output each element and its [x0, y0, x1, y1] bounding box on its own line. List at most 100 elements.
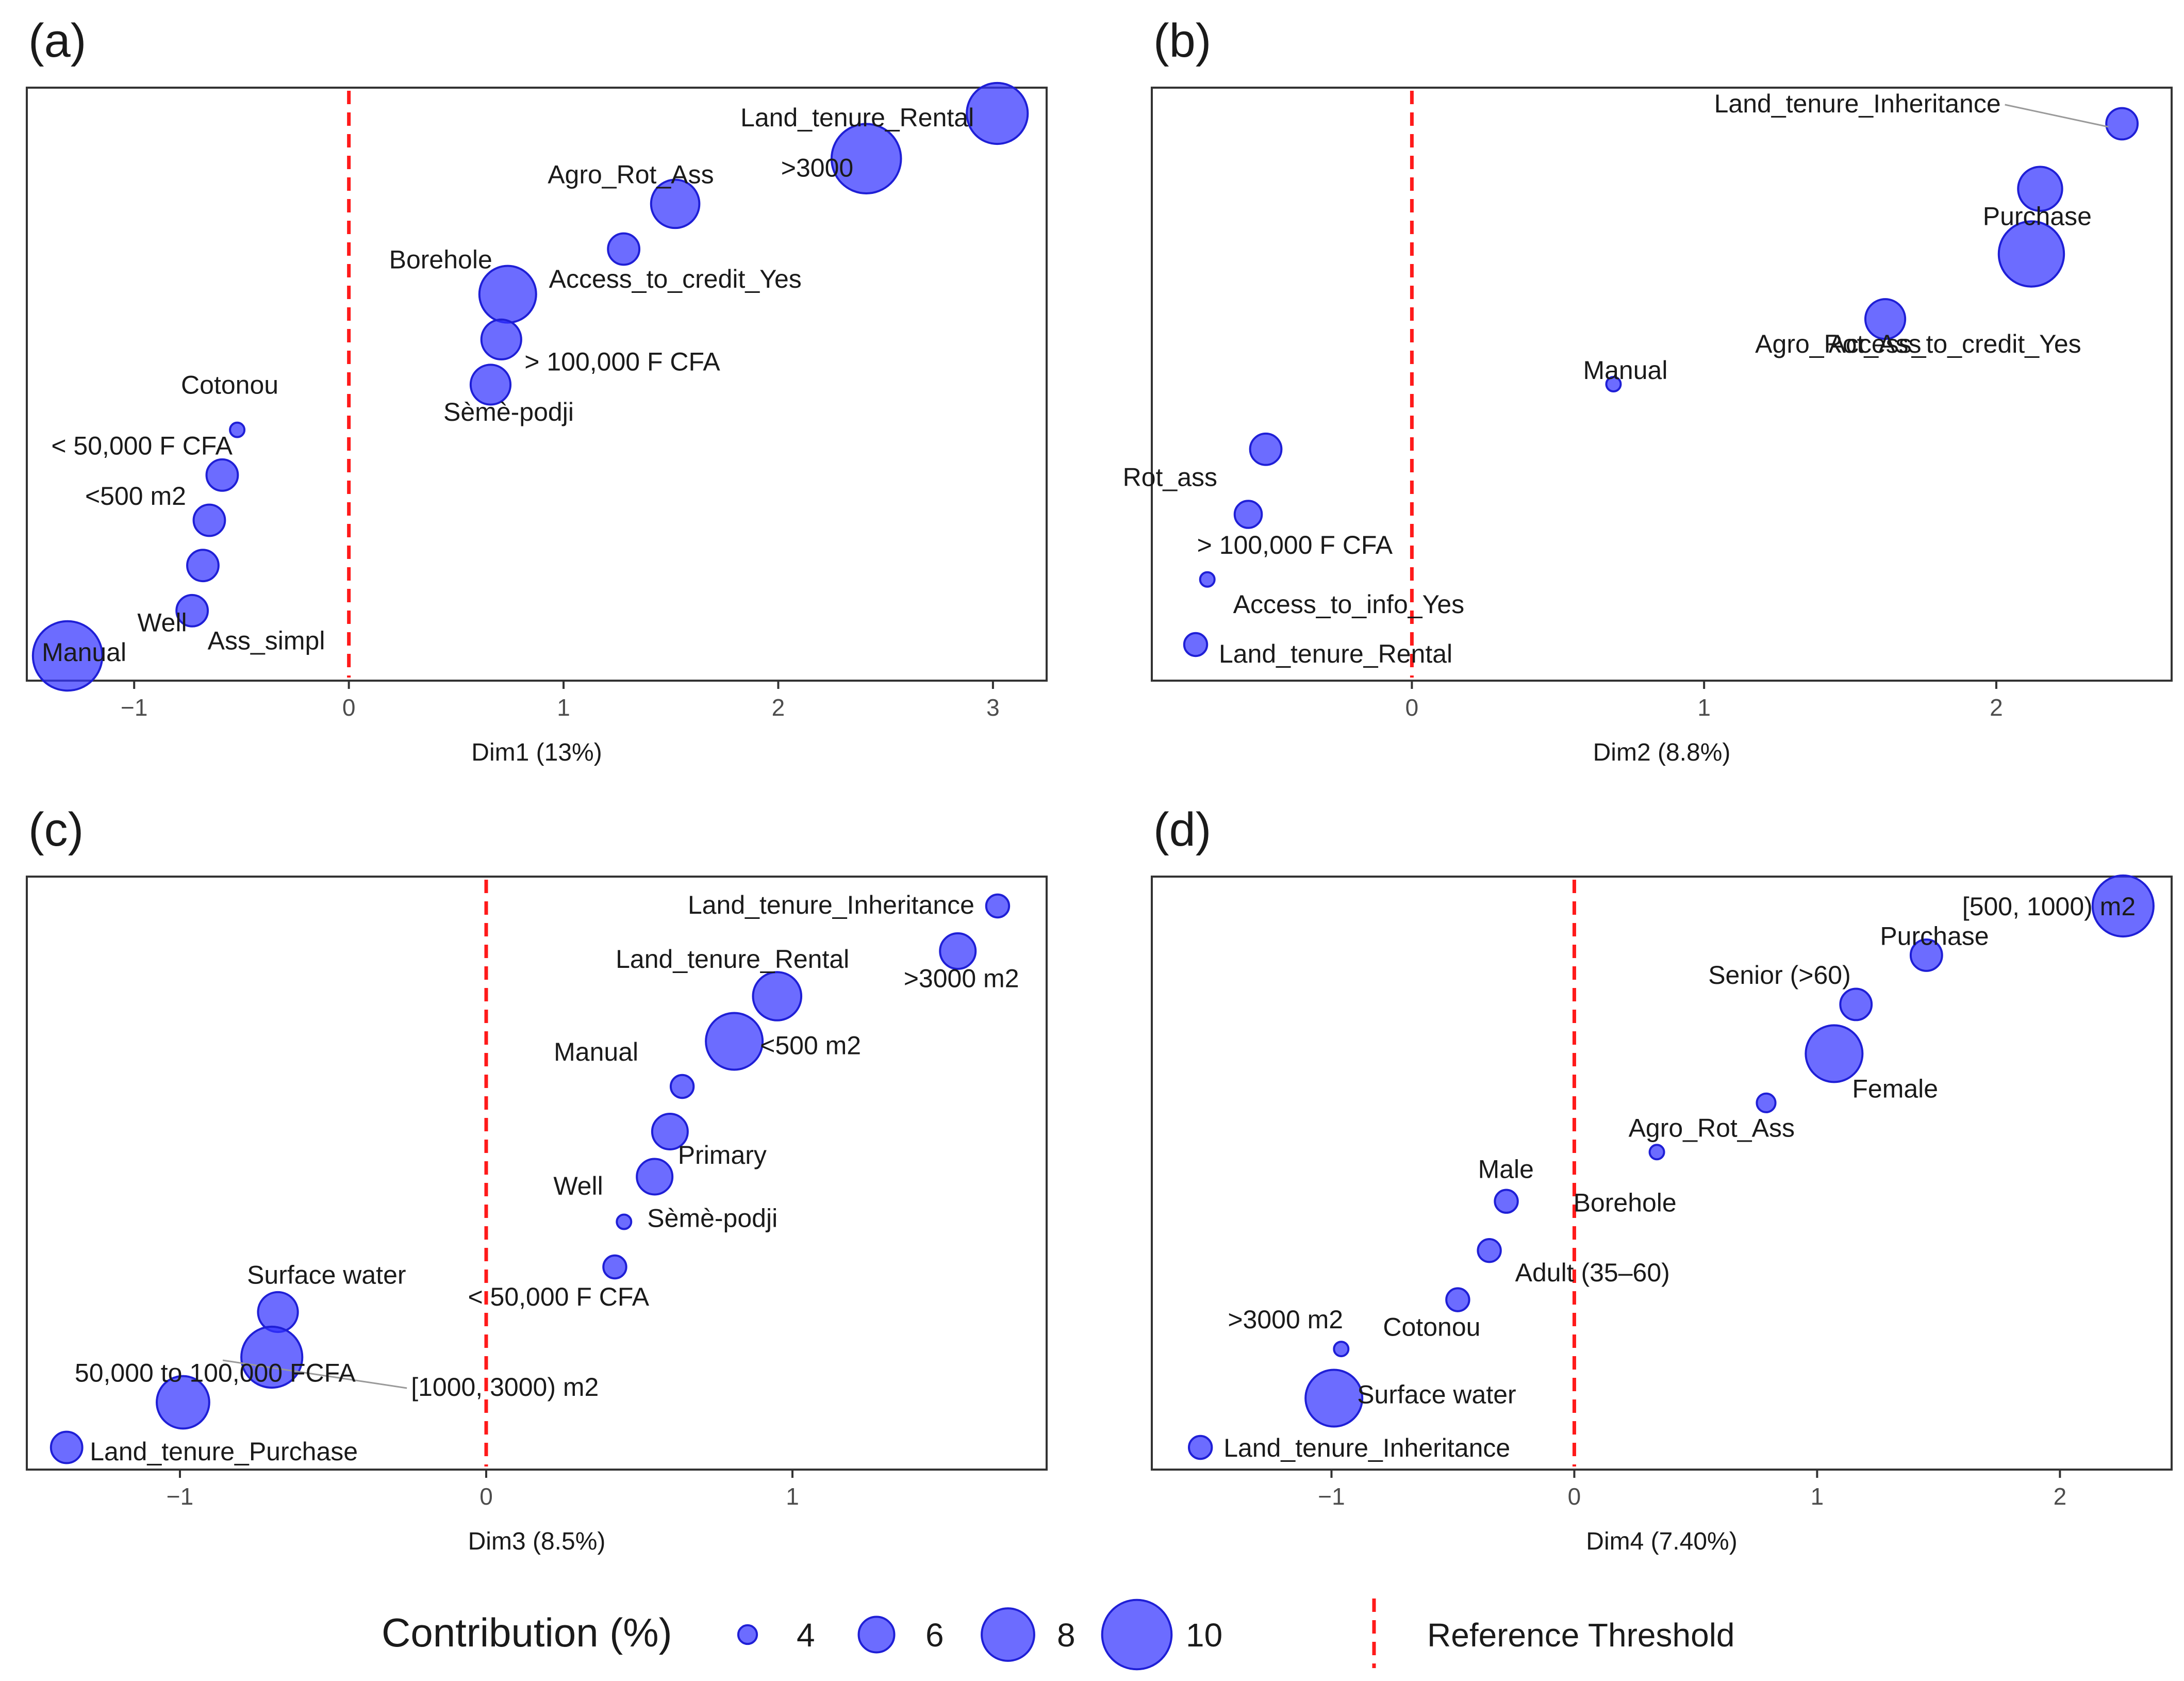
- legend-size-entries: 4 6 8 10: [737, 1598, 1222, 1671]
- data-point-label: [1000, 3000) m2: [411, 1373, 599, 1402]
- data-point: [1864, 298, 1907, 340]
- data-point-label: Adult (35–60): [1515, 1258, 1670, 1287]
- data-point: [2017, 166, 2063, 212]
- x-axis-title: Dim3 (8.5%): [468, 1528, 606, 1555]
- data-point-label: Ass_simpl: [208, 626, 325, 655]
- x-tick-label: 1: [557, 694, 570, 721]
- data-point: [1839, 987, 1873, 1021]
- data-point-label: 50,000 to 100,000 FCFA: [75, 1359, 356, 1388]
- data-point-label: < 50,000 F CFA: [468, 1282, 649, 1311]
- data-point-label: < 50,000 F CFA: [51, 431, 233, 460]
- data-point: [480, 318, 522, 360]
- legend: Contribution (%) 4 6 8 10 Reference Thresho…: [382, 1598, 1735, 1671]
- legend-size-label: 8: [1057, 1617, 1076, 1654]
- data-point-label: Agro_Rot_Ass: [1629, 1113, 1795, 1142]
- x-tick-label: 0: [1405, 694, 1419, 721]
- data-point: [1445, 1287, 1470, 1312]
- legend-size-marker: [857, 1616, 896, 1654]
- data-point-label: Agro_Rot_Ass: [548, 160, 714, 189]
- data-point: [186, 549, 220, 583]
- data-point-label: Cotonou: [1383, 1313, 1480, 1342]
- plot-frame: [1151, 876, 2173, 1471]
- data-point: [240, 1325, 304, 1389]
- data-point: [192, 503, 226, 537]
- data-point-label: Senior (>60): [1708, 961, 1851, 990]
- point-labels: Land_tenure_Inheritance >3000 m2 Land_tenu…: [75, 891, 1019, 1466]
- panel-letter: (b): [1153, 14, 1211, 67]
- panel-3: (c) −1 0 1 Dim3 (8.5%) Land_tenure_Inheritanc…: [26, 803, 1048, 1555]
- data-point: [616, 1213, 633, 1230]
- data-point: [49, 1430, 84, 1464]
- data-point: [1333, 1341, 1350, 1358]
- points: [1187, 874, 2155, 1460]
- point-labels: Land_tenure_Inheritance Purchase Agro_Rot_…: [1123, 89, 2109, 668]
- data-point-label: <500 m2: [760, 1031, 861, 1060]
- data-point-label: Land_tenure_Rental: [616, 945, 849, 974]
- data-point-label: Access_to_info_Yes: [1233, 590, 1464, 619]
- data-point: [2105, 107, 2139, 141]
- x-tick-label: −1: [167, 1483, 193, 1510]
- data-point-label: Sèmè-podji: [443, 398, 574, 426]
- data-point: [1233, 500, 1263, 529]
- data-point: [205, 458, 239, 492]
- data-point: [229, 421, 246, 438]
- panel-letter: (a): [28, 14, 86, 67]
- legend-size-label: 6: [925, 1617, 944, 1654]
- legend-size-label: 10: [1186, 1617, 1222, 1654]
- data-point: [1304, 1369, 1364, 1428]
- data-point: [1997, 220, 2065, 288]
- data-point: [469, 364, 512, 406]
- legend-size-marker: [981, 1607, 1035, 1662]
- data-point-label: Primary: [678, 1141, 767, 1169]
- x-tick-label: 3: [986, 694, 1000, 721]
- legend-size-label: 4: [797, 1617, 815, 1654]
- data-point-label: Land_tenure_Rental: [740, 103, 974, 132]
- point-labels: Land_tenure_Rental >3000 Agro_Rot_Ass Acces…: [42, 103, 974, 667]
- data-point: [939, 932, 977, 970]
- panel-1: (a) −1 0 1 2 3 Dim1 (13%) Land_tenure_Rental >30…: [26, 14, 1048, 766]
- legend-threshold-label: Reference Threshold: [1427, 1617, 1735, 1654]
- data-point: [1605, 376, 1622, 392]
- panel-letter: (d): [1153, 803, 1211, 856]
- data-point: [1187, 1435, 1213, 1460]
- data-point: [602, 1254, 627, 1280]
- data-point: [1199, 571, 1216, 588]
- data-point-label: Rot_ass: [1123, 463, 1217, 492]
- data-point-label: >3000 m2: [904, 964, 1019, 993]
- data-point: [1909, 938, 1943, 972]
- data-point: [31, 620, 104, 692]
- data-point: [478, 265, 537, 324]
- x-tick-label: 0: [342, 694, 356, 721]
- data-point: [1249, 432, 1283, 466]
- data-point: [2091, 874, 2155, 938]
- x-tick-label: 0: [479, 1483, 493, 1510]
- points: [31, 81, 1029, 692]
- panel-2: (b) 0 1 2 Dim2 (8.8%) Land_tenure_Inheritance…: [1123, 14, 2173, 766]
- x-axis-title: Dim2 (8.8%): [1593, 739, 1731, 766]
- data-point-label: Purchase: [1880, 921, 1989, 950]
- data-point: [985, 893, 1011, 919]
- label-leader-line: [222, 1359, 407, 1389]
- data-point-label: Borehole: [1574, 1189, 1677, 1217]
- legend-size-marker: [1101, 1598, 1173, 1671]
- plot-frame: [1151, 87, 2173, 682]
- data-point-label: Land_tenure_Inheritance: [1714, 89, 2001, 118]
- data-point: [175, 594, 209, 628]
- points: [49, 893, 1011, 1464]
- data-point-label: Surface water: [1357, 1380, 1516, 1409]
- data-point-label: Surface water: [247, 1261, 406, 1290]
- panel-4: (d) −1 0 1 2 Dim4 (7.40%) [500, 1000) m2Purcha…: [1151, 803, 2173, 1555]
- x-tick-label: −1: [121, 694, 147, 721]
- data-point-label: Land_tenure_Purchase: [90, 1437, 358, 1466]
- data-point-label: > 100,000 F CFA: [524, 347, 720, 376]
- panels: (a) −1 0 1 2 3 Dim1 (13%) Land_tenure_Rental >30…: [26, 14, 2173, 1555]
- x-axis-title: Dim4 (7.40%): [1586, 1528, 1737, 1555]
- x-tick-label: 1: [1697, 694, 1711, 721]
- data-point: [257, 1291, 299, 1333]
- data-point-label: Manual: [42, 638, 126, 667]
- data-point-label: Cotonou: [181, 371, 278, 400]
- x-tick-label: 1: [1811, 1483, 1824, 1510]
- data-point: [966, 81, 1029, 145]
- data-point: [752, 971, 803, 1021]
